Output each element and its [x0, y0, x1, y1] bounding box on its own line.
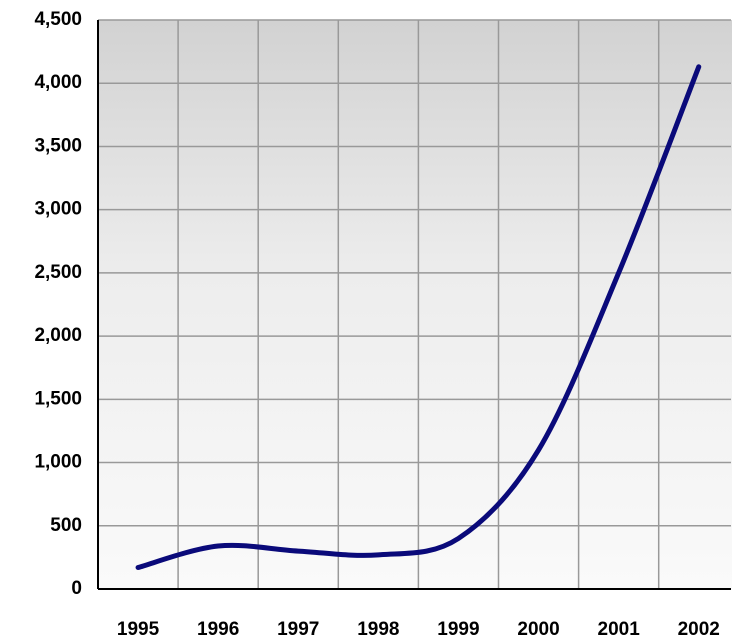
y-tick-label: 0 [71, 578, 82, 599]
data-line [135, 64, 702, 571]
y-tick-label: 500 [50, 515, 82, 536]
x-tick-label: 1996 [197, 619, 239, 639]
x-tick-label: 1995 [117, 619, 160, 639]
y-tick-label: 2,500 [34, 262, 82, 283]
y-tick-label: 4,500 [34, 9, 82, 30]
plot-background [98, 20, 732, 589]
x-tick-label: 1999 [437, 619, 479, 639]
y-tick-label: 4,000 [34, 72, 82, 93]
x-tick-label: 2001 [598, 619, 641, 639]
x-tick-label: 1997 [277, 619, 319, 639]
y-tick-label: 2,000 [34, 325, 82, 346]
y-tick-label: 3,500 [34, 135, 82, 156]
x-tick-label: 2000 [517, 619, 559, 639]
y-tick-label: 1,500 [34, 388, 82, 409]
x-tick-label: 2002 [678, 619, 720, 639]
y-tick-label: 1,000 [34, 452, 82, 473]
y-tick-label: 3,000 [34, 199, 82, 220]
x-tick-label: 1998 [357, 619, 399, 639]
